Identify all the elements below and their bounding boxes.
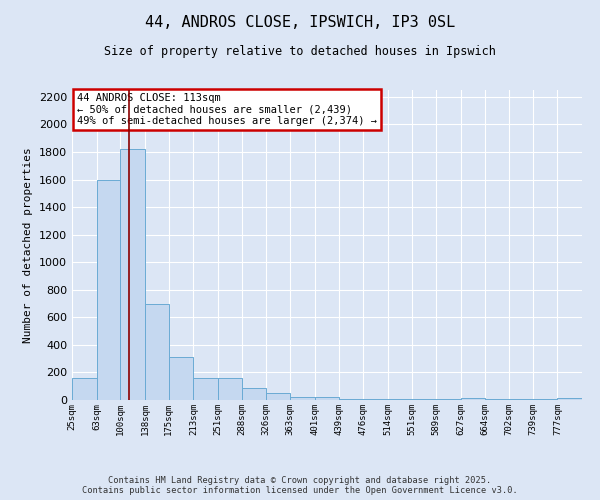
Bar [193,378,218,400]
Bar [461,398,485,400]
Bar [557,398,582,400]
Bar [290,396,315,400]
Bar [218,378,242,400]
Bar [145,304,169,400]
Bar [169,358,193,400]
Text: Size of property relative to detached houses in Ipswich: Size of property relative to detached ho… [104,45,496,58]
Text: 44 ANDROS CLOSE: 113sqm
← 50% of detached houses are smaller (2,439)
49% of semi: 44 ANDROS CLOSE: 113sqm ← 50% of detache… [77,93,377,126]
Bar [266,393,290,400]
Bar [72,378,97,400]
Bar [242,388,266,400]
Text: Contains HM Land Registry data © Crown copyright and database right 2025.
Contai: Contains HM Land Registry data © Crown c… [82,476,518,495]
Bar [121,149,145,400]
Y-axis label: Number of detached properties: Number of detached properties [23,147,34,343]
Bar [97,180,121,400]
Bar [315,397,339,400]
Text: 44, ANDROS CLOSE, IPSWICH, IP3 0SL: 44, ANDROS CLOSE, IPSWICH, IP3 0SL [145,15,455,30]
